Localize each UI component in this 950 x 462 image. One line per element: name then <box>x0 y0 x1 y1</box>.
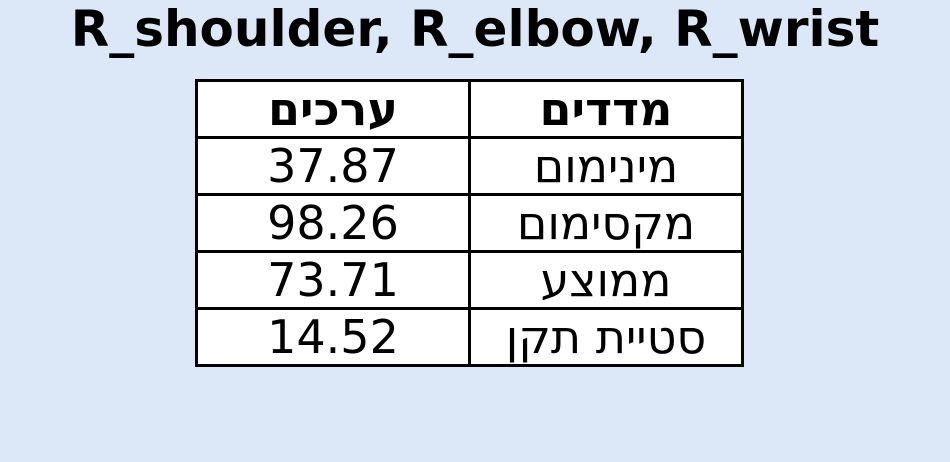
table-row: 98.26 מקסימום <box>195 193 744 253</box>
cell-value-mean: 73.71 <box>195 250 471 310</box>
cell-measure-max: מקסימום <box>468 193 744 253</box>
cell-measure-std: סטיית תקן <box>468 307 744 367</box>
cell-measure-min: מינימום <box>468 136 744 196</box>
cell-value-std: 14.52 <box>195 307 471 367</box>
cell-value-max: 98.26 <box>195 193 471 253</box>
table-header-row: ערכים מדדים <box>195 79 744 139</box>
cell-measure-mean: ממוצע <box>468 250 744 310</box>
table-row: 14.52 סטיית תקן <box>195 307 744 367</box>
header-measures: מדדים <box>468 79 744 139</box>
statistics-table: ערכים מדדים 37.87 מינימום 98.26 מקסימום … <box>195 79 744 367</box>
table-row: 37.87 מינימום <box>195 136 744 196</box>
table-row: 73.71 ממוצע <box>195 250 744 310</box>
cell-value-min: 37.87 <box>195 136 471 196</box>
chart-title: R_shoulder, R_elbow, R_wrist <box>70 0 880 58</box>
header-values: ערכים <box>195 79 471 139</box>
